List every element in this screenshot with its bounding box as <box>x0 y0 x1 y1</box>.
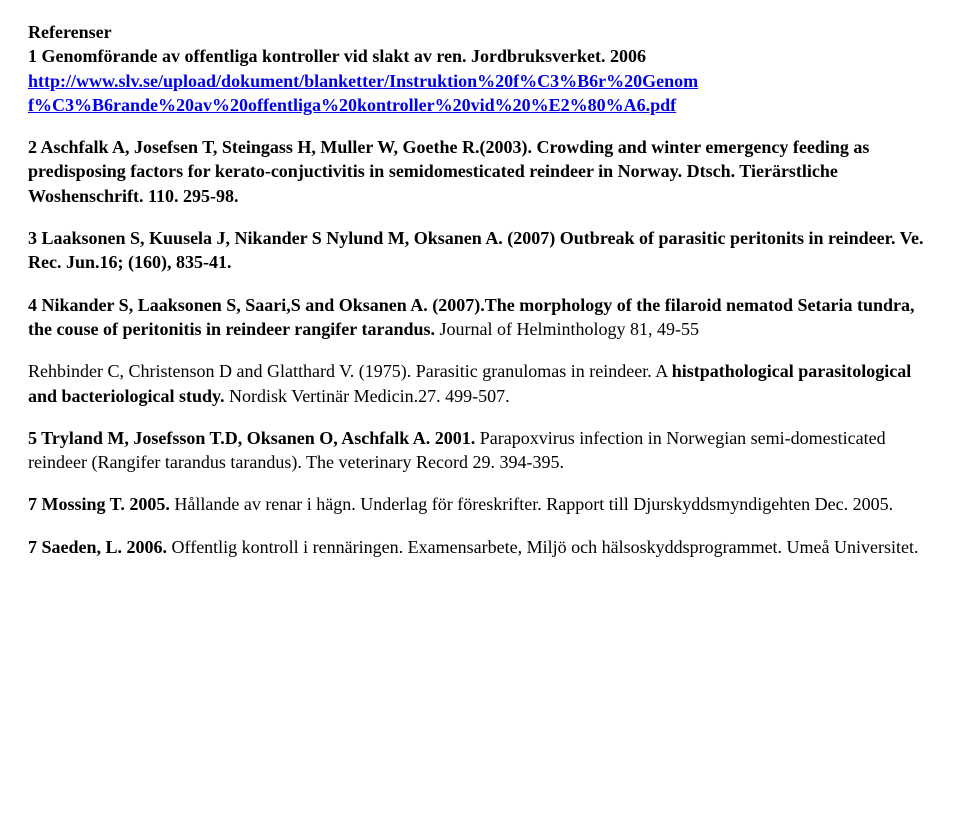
ref6-bold: 5 Tryland M, Josefsson T.D, Oksanen O, A… <box>28 428 475 448</box>
reference-6: 5 Tryland M, Josefsson T.D, Oksanen O, A… <box>28 426 932 475</box>
ref7-bold: 7 Mossing T. 2005. <box>28 494 170 514</box>
ref5-plain: Rehbinder C, Christenson D and Glatthard… <box>28 361 672 381</box>
references-heading: Referenser <box>28 20 932 44</box>
reference-5: Rehbinder C, Christenson D and Glatthard… <box>28 359 932 408</box>
ref1-text: 1 Genomförande av offentliga kontroller … <box>28 46 646 66</box>
reference-8: 7 Saeden, L. 2006. Offentlig kontroll i … <box>28 535 932 559</box>
ref8-bold: 7 Saeden, L. 2006. <box>28 537 167 557</box>
ref4-rest: Journal of Helminthology 81, 49-55 <box>435 319 699 339</box>
reference-1: 1 Genomförande av offentliga kontroller … <box>28 44 932 117</box>
reference-4: 4 Nikander S, Laaksonen S, Saari,S and O… <box>28 293 932 342</box>
ref1-link-line2[interactable]: f%C3%B6rande%20av%20offentliga%20kontrol… <box>28 95 676 115</box>
ref1-link-line1[interactable]: http://www.slv.se/upload/dokument/blanke… <box>28 71 698 91</box>
ref5-tail: Nordisk Vertinär Medicin.27. 499-507. <box>225 386 510 406</box>
reference-2: 2 Aschfalk A, Josefsen T, Steingass H, M… <box>28 135 932 208</box>
ref7-plain: Hållande av renar i hägn. Underlag för f… <box>170 494 893 514</box>
reference-3: 3 Laaksonen S, Kuusela J, Nikander S Nyl… <box>28 226 932 275</box>
reference-7: 7 Mossing T. 2005. Hållande av renar i h… <box>28 492 932 516</box>
ref8-plain: Offentlig kontroll i rennäringen. Examen… <box>167 537 918 557</box>
